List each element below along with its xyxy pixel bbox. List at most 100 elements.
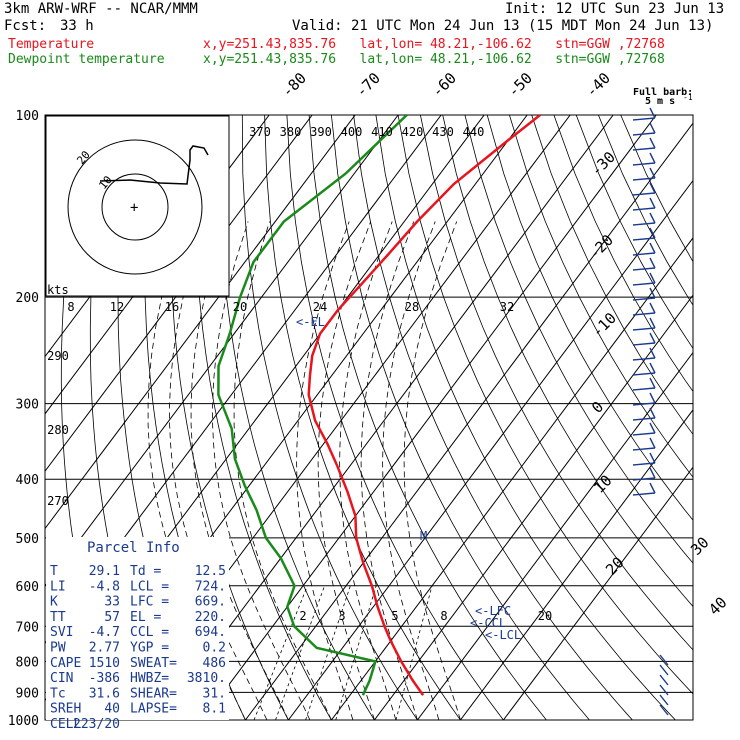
hodograph-ring-outer xyxy=(67,139,203,275)
wind-barb-shaft xyxy=(632,387,656,391)
parcel-row-value: 1510 xyxy=(89,656,120,671)
isotherm-line xyxy=(503,466,693,720)
dry-adiabat-line xyxy=(442,115,693,608)
moist-adiabat-line xyxy=(339,221,397,720)
wind-barb-flag xyxy=(649,347,656,359)
hodograph-ring-inner xyxy=(101,173,169,241)
pressure-tick-label: 800 xyxy=(16,655,39,670)
wind-barb-flag xyxy=(649,422,656,434)
marker-lcl: <-LCL xyxy=(485,628,521,642)
fcst-label: Fcst: xyxy=(4,18,47,34)
parcel-row-value: 29.1 xyxy=(89,564,120,579)
isotherm-line xyxy=(202,115,657,720)
wind-scale-label: 12 xyxy=(110,300,124,314)
isotherm-label: 40 xyxy=(705,593,731,619)
wind-barb-shaft xyxy=(632,297,656,301)
parcel-row-value: 486 xyxy=(203,656,226,671)
theta-label: 400 xyxy=(341,125,363,139)
isotherm-line xyxy=(45,115,399,587)
isotherm-line xyxy=(417,351,693,720)
isotherm-line xyxy=(460,409,693,720)
isotherm-line xyxy=(374,294,693,720)
wind-barb-shaft xyxy=(632,357,656,361)
mixing-ratio-label: 5 xyxy=(391,609,398,623)
wind-barb-flag xyxy=(649,407,656,419)
parcel-row-value: 8.1 xyxy=(203,702,226,717)
wind-scale-label: 20 xyxy=(233,300,247,314)
wind-barb-shaft xyxy=(632,477,656,481)
valid-time: Valid: 21 UTC Mon 24 Jun 13 (15 MDT Mon … xyxy=(292,18,714,34)
parcel-row-value: 2.77 xyxy=(89,641,120,656)
mixing-ratio-label: 2 xyxy=(299,609,306,623)
theta-label: 440 xyxy=(463,125,485,139)
wind-barb-flag xyxy=(649,287,656,299)
marker-el: <-EL xyxy=(296,315,325,329)
wind-barb-shaft xyxy=(659,704,669,716)
marker-m: M xyxy=(420,529,427,543)
series-line-temperature xyxy=(307,115,541,696)
parcel-row-label: CAPE xyxy=(50,656,81,671)
wind-barb-flag xyxy=(649,317,656,329)
wind-barb-flag xyxy=(649,362,656,374)
wind-barb-shaft xyxy=(632,252,656,256)
parcel-row-value: 12.5 xyxy=(195,564,226,579)
fcst-value: 33 h xyxy=(60,18,94,34)
isotherm-label: -80 xyxy=(278,69,310,101)
parcel-row-value: 40 xyxy=(104,702,120,717)
wind-barb-shaft xyxy=(632,372,656,376)
wind-barb-shaft xyxy=(632,267,656,271)
isotherm-line xyxy=(159,115,614,720)
isotherm-label: -40 xyxy=(582,69,614,101)
parcel-row-label: K xyxy=(50,595,58,610)
isotherm-label: -20 xyxy=(585,231,617,263)
dry-adiabat-line xyxy=(264,115,461,720)
parcel-row-value: 223/20 xyxy=(73,717,120,732)
dry-adiabat-line xyxy=(375,115,676,720)
dry-adiabat-line xyxy=(331,115,590,720)
wind-barb-shaft xyxy=(632,282,656,286)
parcel-info-title: Parcel Info xyxy=(87,540,180,556)
mixing-ratio-line xyxy=(253,585,308,720)
wind-barb-flag xyxy=(649,152,656,164)
pressure-tick-label: 400 xyxy=(16,473,39,488)
pressure-tick-label: 900 xyxy=(16,686,39,701)
parcel-row-label: CELL xyxy=(50,717,81,732)
wind-barb-flag xyxy=(649,467,656,479)
parcel-row-value: 669. xyxy=(195,595,226,610)
legend-temperature-name: Temperature xyxy=(8,37,95,52)
moist-adiabat-line xyxy=(382,221,440,720)
isotherm-label: -70 xyxy=(352,69,384,101)
legend-dewpoint-name: Dewpoint temperature xyxy=(8,52,165,67)
wind-barb-shaft xyxy=(659,654,669,666)
isotherm-line xyxy=(45,115,356,530)
theta-label: 380 xyxy=(280,125,302,139)
wind-scale-label: 28 xyxy=(405,300,419,314)
wind-barb-shaft xyxy=(632,237,656,241)
theta-label: 420 xyxy=(402,125,424,139)
parcel-row-label: LI xyxy=(50,579,66,594)
parcel-row-value: 33 xyxy=(104,595,120,610)
parcel-row-value: 31.6 xyxy=(89,686,120,701)
wind-scale-label: 24 xyxy=(313,300,327,314)
isotherm-label: 30 xyxy=(687,533,713,559)
wind-barb-flag xyxy=(649,452,656,464)
parcel-row-label: Tc xyxy=(50,686,66,701)
mixing-ratio-label: 20 xyxy=(538,609,552,623)
wind-barb-shaft xyxy=(632,447,656,451)
pressure-tick-label: 300 xyxy=(16,398,39,413)
legend-dewpoint-info: x,y=251.43,835.76 lat,lon= 48.21,-106.62… xyxy=(203,52,665,67)
wind-barb-flag xyxy=(649,332,656,344)
marker-ccl: <-CCL xyxy=(470,616,506,630)
parcel-row-value: 3810. xyxy=(187,671,226,686)
wind-barb-flag xyxy=(649,272,656,284)
isotherm-label: -50 xyxy=(504,69,536,101)
wind-barb-shaft xyxy=(632,192,656,196)
parcel-row-label: CIN xyxy=(50,671,73,686)
parcel-row-label: LAPSE= xyxy=(130,702,177,717)
hodograph-trace xyxy=(99,145,209,185)
wind-barb-shaft xyxy=(632,492,656,496)
dry-adiabat-line xyxy=(464,115,693,564)
parcel-row-label: SVI xyxy=(50,625,73,640)
moist-adiabat-line xyxy=(233,221,332,720)
